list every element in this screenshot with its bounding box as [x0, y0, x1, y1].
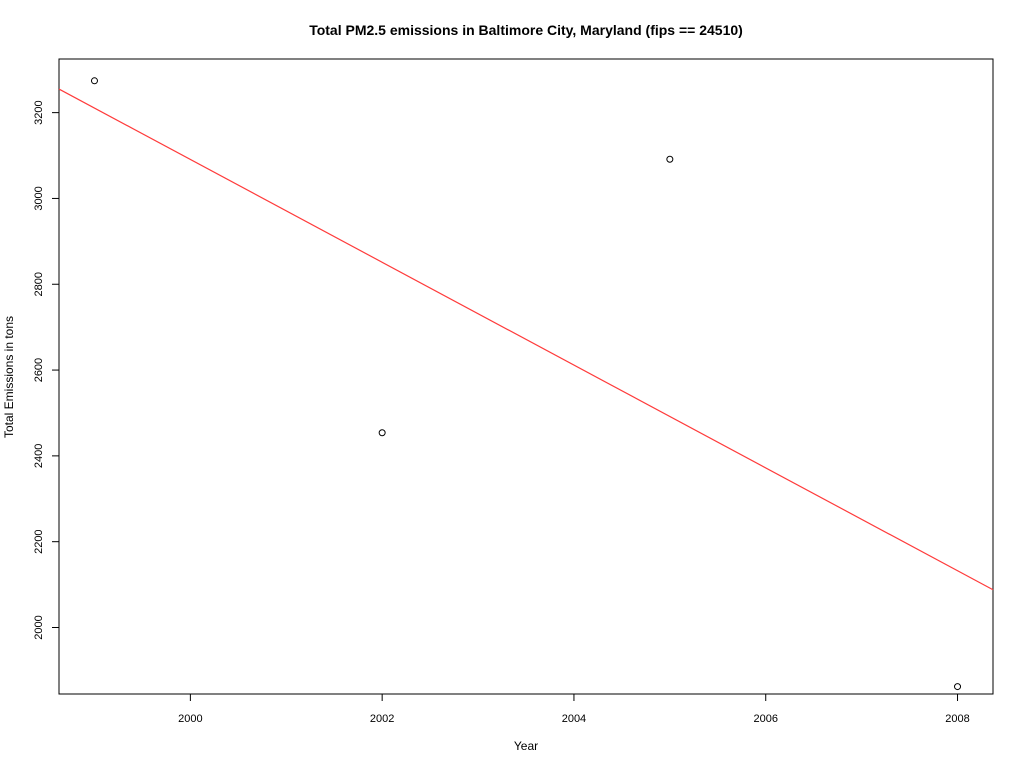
plot-frame: [59, 59, 993, 694]
x-axis: 2000 2002 2004 2006 2008: [178, 694, 970, 725]
x-tick-label: 2004: [562, 713, 586, 725]
y-tick-label: 2600: [33, 358, 45, 382]
y-axis: 2000 2200 2400 2600 2800 3000 3200: [33, 100, 59, 639]
x-tick-label: 2006: [753, 713, 777, 725]
x-tick-label: 2000: [178, 713, 202, 725]
y-tick-label: 2200: [33, 529, 45, 553]
y-axis-label: Total Emissions in tons: [2, 316, 16, 438]
y-tick-label: 3000: [33, 186, 45, 210]
y-tick-label: 2000: [33, 615, 45, 639]
x-tick-label: 2008: [945, 713, 969, 725]
x-tick-label: 2002: [370, 713, 394, 725]
data-points: [91, 78, 960, 690]
y-tick-label: 3200: [33, 100, 45, 124]
chart-title: Total PM2.5 emissions in Baltimore City,…: [309, 22, 743, 38]
data-point: [379, 430, 385, 436]
trend-line-group: [59, 89, 993, 590]
y-tick-label: 2400: [33, 444, 45, 468]
data-point: [667, 156, 673, 162]
data-point: [91, 78, 97, 84]
x-axis-label: Year: [514, 739, 538, 753]
trend-line: [59, 89, 993, 590]
data-point: [955, 684, 961, 690]
y-tick-label: 2800: [33, 272, 45, 296]
